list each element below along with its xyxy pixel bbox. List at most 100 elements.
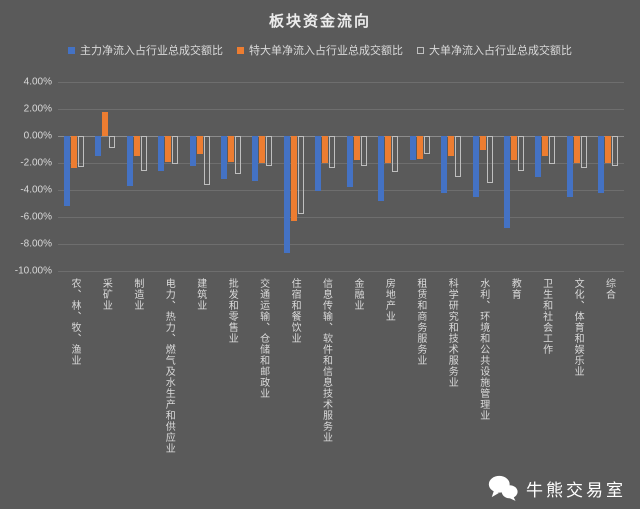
gridline <box>58 109 624 110</box>
bar-series1-cat2 <box>133 136 140 157</box>
bar-series0-cat11 <box>409 136 416 161</box>
y-axis-label: -2.00% <box>20 157 52 169</box>
gridline <box>58 190 624 191</box>
x-axis-label: 文化、体育和娱乐业 <box>572 278 584 377</box>
bar-series2-cat11 <box>423 136 430 154</box>
y-axis-label: 4.00% <box>23 76 52 88</box>
bar-series0-cat17 <box>598 136 605 193</box>
gridline <box>58 163 624 164</box>
x-axis-label: 科学研究和技术服务业 <box>446 278 458 388</box>
wechat-icon <box>488 475 518 501</box>
watermark-label: 牛熊交易室 <box>526 480 626 500</box>
x-axis-label: 卫生和社会工作 <box>540 278 552 355</box>
bar-series0-cat16 <box>566 136 573 197</box>
bar-series2-cat10 <box>392 136 399 173</box>
bar-series1-cat14 <box>510 136 517 161</box>
bar-series2-cat17 <box>612 136 619 166</box>
x-axis-label: 住宿和餐饮业 <box>289 278 301 344</box>
watermark: 牛熊交易室 <box>488 475 626 501</box>
bar-series1-cat10 <box>385 136 392 163</box>
bar-series2-cat13 <box>486 136 493 184</box>
x-axis-label: 建筑业 <box>194 278 206 311</box>
gridline <box>58 217 624 218</box>
bar-series0-cat12 <box>441 136 448 193</box>
bar-series2-cat15 <box>549 136 556 165</box>
legend-label: 大单净流入占行业总成交额比 <box>429 45 572 57</box>
x-axis-label: 水利、环境和公共设施管理业 <box>477 278 489 421</box>
bar-series1-cat1 <box>102 111 109 136</box>
bar-series0-cat0 <box>63 136 70 207</box>
bar-series0-cat2 <box>126 136 133 186</box>
bar-series2-cat2 <box>140 136 147 172</box>
y-axis-label: -10.00% <box>14 265 52 277</box>
bar-series2-cat12 <box>455 136 462 177</box>
bar-series2-cat3 <box>172 136 179 165</box>
gridline <box>58 244 624 245</box>
x-axis-label: 金融业 <box>351 278 363 311</box>
legend-swatch-blue-icon <box>68 46 75 54</box>
bar-series2-cat0 <box>77 136 84 168</box>
gridline <box>58 271 624 272</box>
bar-series1-cat9 <box>353 136 360 161</box>
x-axis: 农、林、牧、渔业 采矿业 制造业 电力、热力、燃气及水生产和供应业 建筑业 批发和零售业 交… <box>58 278 624 502</box>
zero-gridline <box>58 136 624 137</box>
y-axis: 4.00% 2.00% 0.00% -2.00% -4.00% -6.00% -8.00% -… <box>0 77 52 277</box>
y-axis-label: 2.00% <box>23 103 52 115</box>
y-axis-label: -6.00% <box>20 211 52 223</box>
x-axis-label: 交通运输、仓储和邮政业 <box>257 278 269 399</box>
bar-series0-cat14 <box>503 136 510 228</box>
bar-series1-cat13 <box>479 136 486 150</box>
bar-series1-cat4 <box>196 136 203 154</box>
bar-series1-cat0 <box>70 136 77 169</box>
bar-series2-cat8 <box>329 136 336 169</box>
x-axis-label: 综合 <box>603 278 615 300</box>
bar-series1-cat15 <box>542 136 549 157</box>
bar-series2-cat16 <box>580 136 587 169</box>
bar-series2-cat4 <box>203 136 210 185</box>
bar-series0-cat1 <box>95 136 102 157</box>
legend-swatch-orange-icon <box>237 46 244 54</box>
plot-area <box>58 82 624 272</box>
bar-series2-cat6 <box>266 136 273 166</box>
x-axis-label: 农、林、牧、渔业 <box>68 278 80 366</box>
y-axis-label: -4.00% <box>20 184 52 196</box>
bar-series2-cat14 <box>517 136 524 172</box>
bar-series0-cat10 <box>378 136 385 201</box>
bar-series1-cat8 <box>322 136 329 163</box>
gridline <box>58 82 624 83</box>
legend-item-main-net-inflow: 主力净流入占行业总成交额比 <box>68 42 223 58</box>
legend-label: 主力净流入占行业总成交额比 <box>80 45 223 57</box>
bar-series1-cat3 <box>165 136 172 162</box>
x-axis-label: 信息传输、软件和信息技术服务业 <box>320 278 332 443</box>
bar-series1-cat12 <box>448 136 455 157</box>
bar-series2-cat9 <box>360 136 367 166</box>
x-axis-label: 教育 <box>509 278 521 300</box>
bar-series1-cat5 <box>227 136 234 162</box>
bar-series0-cat15 <box>535 136 542 177</box>
bar-series0-cat6 <box>252 136 259 181</box>
bar-series0-cat4 <box>189 136 196 166</box>
bar-series1-cat16 <box>573 136 580 163</box>
bar-series2-cat1 <box>109 136 116 149</box>
x-axis-label: 批发和零售业 <box>226 278 238 344</box>
bar-series0-cat8 <box>315 136 322 192</box>
y-axis-label: -8.00% <box>20 238 52 250</box>
bar-series0-cat7 <box>283 136 290 254</box>
y-axis-label: 0.00% <box>23 130 52 142</box>
legend-item-large-order-net-inflow: 大单净流入占行业总成交额比 <box>417 42 572 58</box>
legend: 主力净流入占行业总成交额比 特大单净流入占行业总成交额比 大单净流入占行业总成交… <box>0 42 640 58</box>
x-axis-label: 制造业 <box>131 278 143 311</box>
bar-series1-cat7 <box>290 136 297 222</box>
legend-label: 特大单净流入占行业总成交额比 <box>249 45 403 57</box>
bar-series1-cat17 <box>605 136 612 163</box>
bar-series2-cat5 <box>234 136 241 174</box>
bar-series1-cat6 <box>259 136 266 163</box>
bar-series2-cat7 <box>297 136 304 215</box>
chart-title: 板块资金流向 <box>268 13 371 30</box>
bar-series1-cat11 <box>416 136 423 159</box>
bar-series0-cat9 <box>346 136 353 188</box>
bar-series0-cat13 <box>472 136 479 197</box>
legend-item-xl-order-net-inflow: 特大单净流入占行业总成交额比 <box>237 42 403 58</box>
x-axis-label: 房地产业 <box>383 278 395 322</box>
